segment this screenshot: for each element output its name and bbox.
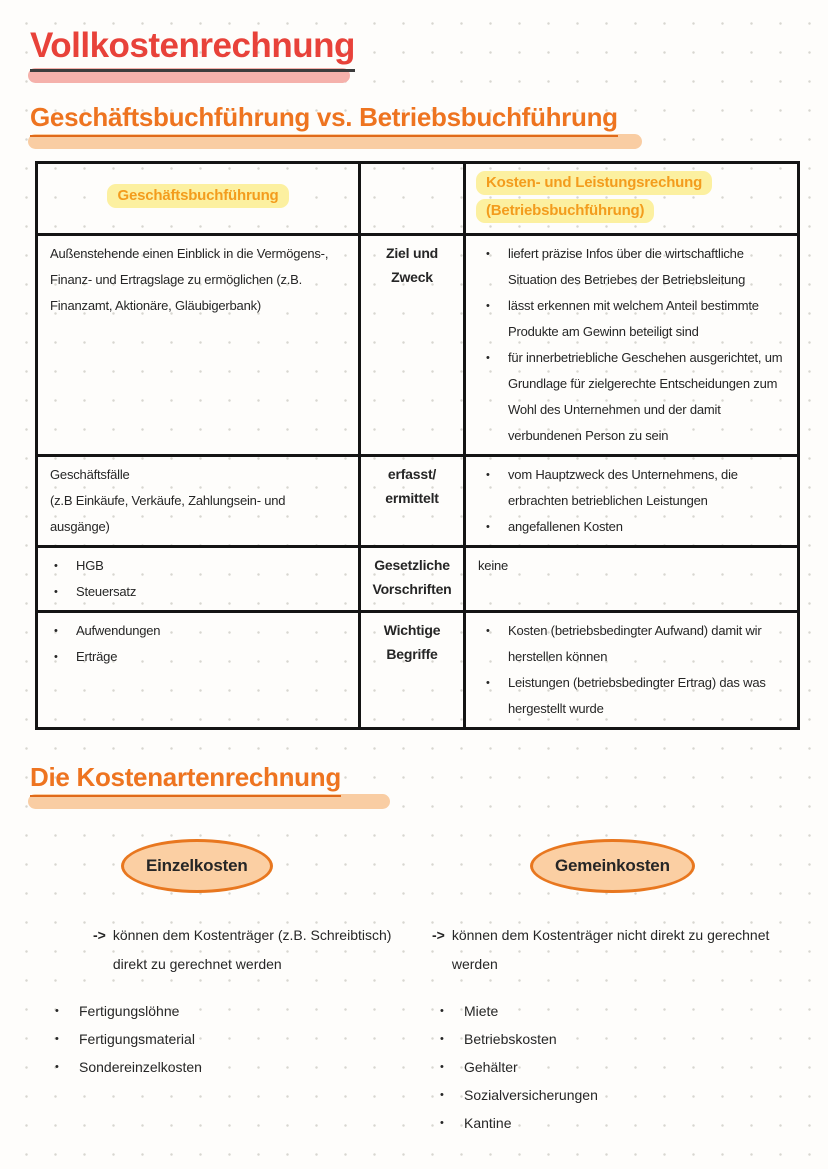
comparison-table: Geschäftsbuchführung Kosten- und Leistun… — [35, 161, 800, 730]
list-item: Erträge — [48, 644, 348, 670]
list-item: HGB — [48, 553, 348, 579]
kostenarten-heading-group: Die Kostenartenrechnung — [28, 762, 390, 809]
list-item: Sozialversicherungen — [440, 1081, 820, 1109]
header-cell-betriebsbuchfuehrung: Kosten- und Leistungsrechung (Betriebsbu… — [463, 161, 800, 236]
einzelkosten-note: -> können dem Kostenträger (z.B. Schreib… — [35, 921, 420, 979]
list-item: Steuersatz — [48, 579, 348, 605]
cell-ziel-label: Ziel und Zweck — [358, 233, 466, 457]
cell-begriffe-right: Kosten (betriebsbedingter Aufwand) damit… — [463, 610, 800, 730]
note-text: können dem Kostenträger nicht direkt zu … — [451, 927, 770, 972]
cell-text: Außenstehende einen Einblick in die Verm… — [50, 246, 329, 313]
einzelkosten-list: Fertigungslöhne Fertigungsmaterial Sonde… — [35, 997, 420, 1081]
einzelkosten-badge: Einzelkosten — [121, 839, 273, 893]
list-item: Fertigungsmaterial — [55, 1025, 420, 1053]
cell-vorschriften-left: HGB Steuersatz — [35, 545, 361, 613]
row-label-line1: Gesetzliche — [374, 557, 450, 573]
page-title: Vollkostenrechnung — [30, 26, 355, 72]
cell-erfasst-label: erfasst/ ermittelt — [358, 454, 466, 548]
list-item: Fertigungslöhne — [55, 997, 420, 1025]
list-item: Miete — [440, 997, 820, 1025]
cell-text: keine — [478, 558, 509, 573]
list-item: angefallenen Kosten — [476, 514, 787, 540]
cell-ziel-right: liefert präzise Infos über die wirtschaf… — [463, 233, 800, 457]
list-item: liefert präzise Infos über die wirtschaf… — [476, 241, 787, 293]
cell-text: Geschäftsfälle — [50, 467, 130, 482]
comparison-heading-group: Geschäftsbuchführung vs. Betriebsbuchfüh… — [28, 102, 642, 149]
table-row-erfasst: Geschäftsfälle (z.B Einkäufe, Verkäufe, … — [35, 454, 800, 548]
arrow-icon: -> — [93, 927, 106, 943]
list-item: für innerbetriebliche Geschehen ausgeric… — [476, 345, 787, 449]
page-title-group: Vollkostenrechnung — [28, 26, 355, 83]
cell-vorschriften-label: Gesetzliche Vorschriften — [358, 545, 466, 613]
header-right-line2: (Betriebsbuchführung) — [476, 199, 655, 223]
row-label-line2: Begriffe — [386, 646, 438, 662]
table-row-vorschriften: HGB Steuersatz Gesetzliche Vorschriften … — [35, 545, 800, 613]
header-cell-criteria — [358, 161, 466, 236]
row-label-line1: Wichtige — [383, 622, 441, 638]
einzelkosten-column: Einzelkosten -> können dem Kostenträger … — [35, 839, 420, 1137]
gemeinkosten-column: Gemeinkosten -> können dem Kostenträger … — [420, 839, 820, 1137]
list-item: Aufwendungen — [48, 618, 348, 644]
cell-text: (z.B Einkäufe, Verkäufe, Zahlungsein- un… — [50, 493, 286, 534]
list-item: lässt erkennen mit welchem Anteil bestim… — [476, 293, 787, 345]
cell-erfasst-left: Geschäftsfälle (z.B Einkäufe, Verkäufe, … — [35, 454, 361, 548]
note-text: können dem Kostenträger (z.B. Schreibtis… — [112, 927, 392, 972]
row-label-line2: Vorschriften — [372, 581, 452, 597]
cell-begriffe-label: Wichtige Begriffe — [358, 610, 466, 730]
table-row-begriffe: Aufwendungen Erträge Wichtige Begriffe K… — [35, 610, 800, 730]
cell-begriffe-left: Aufwendungen Erträge — [35, 610, 361, 730]
row-label-line2: Zweck — [391, 269, 433, 285]
gemeinkosten-list: Miete Betriebskosten Gehälter Sozialvers… — [420, 997, 820, 1137]
list-item: Gehälter — [440, 1053, 820, 1081]
gemeinkosten-note: -> können dem Kostenträger nicht direkt … — [420, 921, 820, 979]
cell-ziel-left: Außenstehende einen Einblick in die Verm… — [35, 233, 361, 457]
kostenarten-heading: Die Kostenartenrechnung — [30, 762, 341, 797]
notes-page: Vollkostenrechnung Geschäftsbuchführung … — [0, 0, 828, 1137]
gemeinkosten-badge: Gemeinkosten — [530, 839, 695, 893]
cell-vorschriften-right: keine — [463, 545, 800, 613]
list-item: Kosten (betriebsbedingter Aufwand) damit… — [476, 618, 787, 670]
header-right-line1: Kosten- und Leistungsrechung — [476, 171, 713, 195]
kostenarten-highlight-band — [28, 794, 390, 809]
table-header-row: Geschäftsbuchführung Kosten- und Leistun… — [35, 161, 800, 236]
list-item: Betriebskosten — [440, 1025, 820, 1053]
header-cell-geschaeftsbuchfuehrung: Geschäftsbuchführung — [35, 161, 361, 236]
kostenarten-columns: Einzelkosten -> können dem Kostenträger … — [0, 839, 828, 1137]
arrow-icon: -> — [432, 927, 445, 943]
cell-erfasst-right: vom Hauptzweck des Unternehmens, die erb… — [463, 454, 800, 548]
header-left-label: Geschäftsbuchführung — [107, 184, 289, 208]
comparison-heading: Geschäftsbuchführung vs. Betriebsbuchfüh… — [30, 102, 618, 137]
list-item: Kantine — [440, 1109, 820, 1137]
list-item: Leistungen (betriebsbedingter Ertrag) da… — [476, 670, 787, 722]
comparison-highlight-band — [28, 134, 642, 149]
list-item: vom Hauptzweck des Unternehmens, die erb… — [476, 462, 787, 514]
list-item: Sondereinzelkosten — [55, 1053, 420, 1081]
row-label-line2: ermittelt — [385, 490, 439, 506]
row-label-line1: erfasst/ — [387, 466, 437, 482]
row-label-line1: Ziel und — [385, 245, 439, 261]
table-row-ziel-zweck: Außenstehende einen Einblick in die Verm… — [35, 233, 800, 457]
